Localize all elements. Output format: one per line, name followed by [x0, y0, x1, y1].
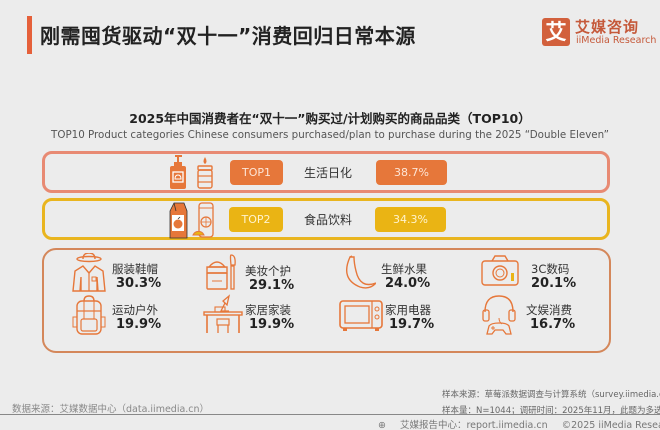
other-categories-band [42, 248, 611, 353]
top2-category-label: 食品饮料 [304, 213, 353, 227]
category-label: 文娱消费 [526, 303, 572, 317]
headphones-gamepad-icon [482, 294, 516, 336]
shirt-hat-icon [72, 253, 106, 293]
top1-band [42, 151, 610, 193]
category-value: 24.0% [385, 276, 431, 291]
category-label: 3C数码 [531, 262, 570, 276]
chart-subtitle: TOP10 Product categories Chinese consume… [51, 129, 609, 141]
orange-can-icon [192, 202, 216, 240]
top2-band [42, 198, 610, 240]
data-source-note: 数据来源：艾媒数据中心（data.iimedia.cn） [12, 404, 210, 415]
category-value: 30.3% [116, 276, 162, 291]
report-center-link[interactable]: 艾媒报告中心：report.iimedia.cn [399, 420, 548, 430]
backpack-icon [72, 295, 106, 335]
category-value: 29.1% [249, 278, 295, 293]
category-label: 运动户外 [112, 303, 158, 317]
top1-category-label: 生活日化 [304, 166, 353, 180]
globe-icon: ⊕ [378, 420, 386, 430]
top2-rank-badge: TOP2 [229, 207, 283, 232]
category-label: 家居家装 [245, 303, 291, 317]
juice-carton-icon [168, 201, 188, 239]
category-value: 19.7% [389, 317, 435, 332]
sample-source-note: 样本来源：草莓派数据调查与计算系统（survey.iimedia.cn） [442, 390, 660, 400]
microwave-icon [339, 300, 383, 332]
pump-bottle-icon [169, 154, 187, 190]
banana-icon [342, 255, 376, 291]
category-label: 美妆个护 [245, 264, 291, 278]
title-accent-bar [27, 16, 32, 54]
logo-icon: 艾 [542, 18, 570, 46]
category-value: 19.9% [249, 317, 295, 332]
camera-icon [481, 253, 519, 287]
cosmetics-brush-icon [205, 253, 239, 291]
category-label: 服装鞋帽 [112, 262, 158, 276]
sample-info-note: 样本量：N=1044；调研时间：2025年11月，此题为多选题 [442, 406, 660, 416]
top1-rank-badge: TOP1 [230, 160, 283, 185]
category-label: 家用电器 [385, 303, 431, 317]
top1-value-badge: 38.7% [376, 160, 447, 185]
footer-divider [0, 414, 660, 415]
category-value: 20.1% [531, 276, 577, 291]
footer: ⊕ 艾媒报告中心：report.iimedia.cn ©2025 iiMedia R… [378, 417, 660, 430]
category-value: 16.7% [530, 317, 576, 332]
copyright: ©2025 iiMedia Research Inc [561, 420, 660, 430]
desk-lamp-icon [203, 294, 243, 334]
logo-text-cn: 艾媒咨询 [575, 18, 640, 36]
candle-jar-icon [196, 156, 214, 190]
chart-title: 2025年中国消费者在“双十一”购买过/计划购买的商品品类（TOP10） [129, 111, 531, 126]
top2-value-badge: 34.3% [375, 207, 446, 232]
category-label: 生鲜水果 [381, 262, 427, 276]
category-value: 19.9% [116, 317, 162, 332]
logo-text-en: iiMedia Research [576, 35, 657, 46]
page-title: 刚需囤货驱动“双十一”消费回归日常本源 [40, 24, 416, 48]
